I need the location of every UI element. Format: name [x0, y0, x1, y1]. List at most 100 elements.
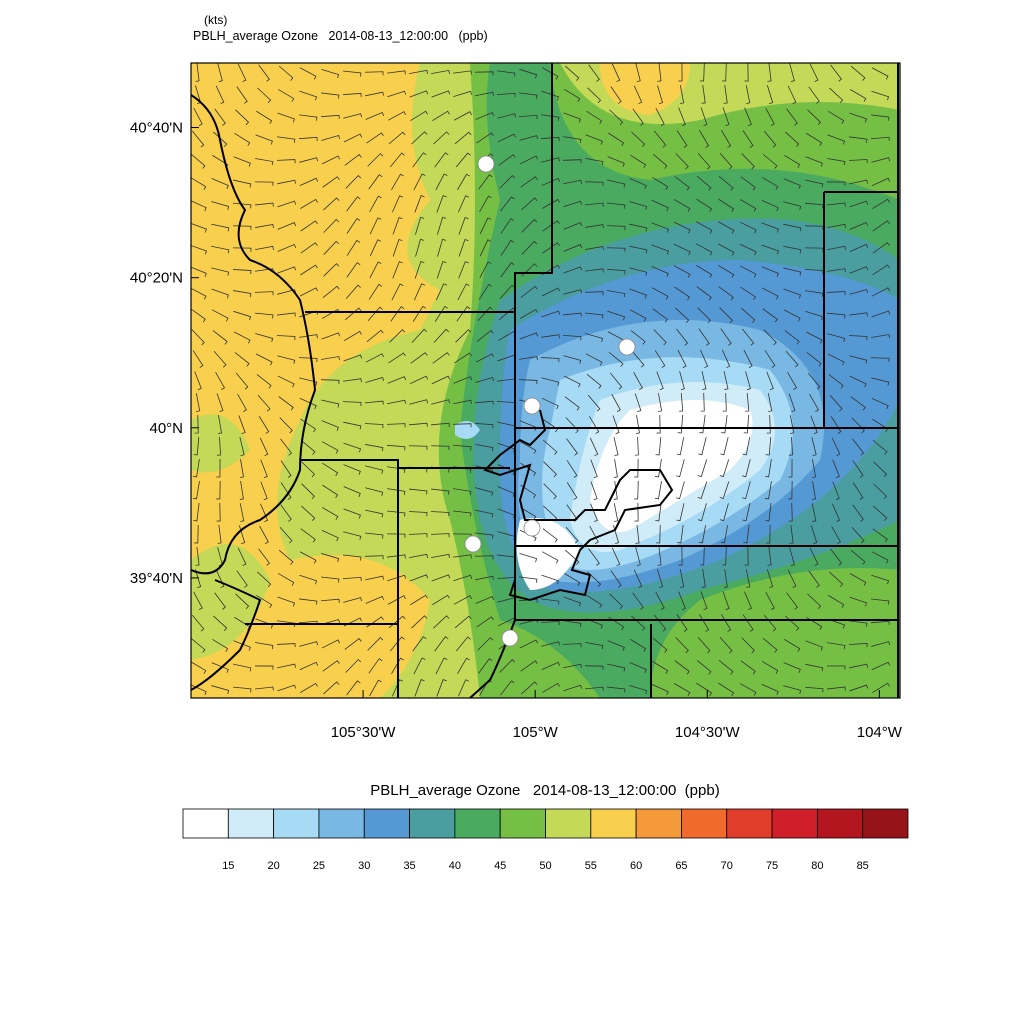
wind-barb [564, 88, 581, 102]
wind-barb [431, 422, 450, 427]
wind-barb [543, 461, 557, 478]
wind-barb [608, 351, 624, 367]
wind-barb [765, 503, 772, 522]
wind-barb [849, 179, 868, 185]
wind-barb [233, 663, 252, 672]
wind-barb [430, 511, 450, 517]
wind-barb [408, 533, 428, 538]
wind-barb [630, 330, 646, 345]
wind-barb [761, 222, 779, 233]
wind-barb [849, 573, 867, 586]
colorbar-label: 45 [494, 860, 506, 872]
wind-barb [321, 420, 339, 431]
wind-barb [872, 198, 890, 210]
wind-barb [343, 464, 361, 475]
wind-barb [827, 158, 846, 166]
wind-barb [742, 130, 754, 148]
wind-barb [852, 460, 864, 478]
wind-barb [431, 399, 450, 405]
wind-barb [368, 658, 383, 674]
wind-barb [409, 422, 428, 427]
wind-barb [237, 393, 247, 412]
wind-barb [809, 547, 819, 567]
wind-barb [566, 438, 578, 456]
wind-barb [519, 68, 538, 79]
wind-barb [831, 437, 841, 457]
wind-barb [609, 372, 623, 390]
wind-barb [871, 377, 890, 386]
wind-barb [277, 375, 295, 388]
colorbar-box [590, 808, 637, 839]
wind-barb [430, 533, 450, 538]
wind-barb [635, 63, 641, 83]
wind-barb [679, 371, 685, 391]
wind-barb [808, 570, 820, 588]
wind-barb [458, 679, 470, 697]
wind-barb [235, 372, 249, 390]
wind-barb [828, 374, 844, 389]
wind-barb [723, 371, 729, 390]
wind-barb [320, 598, 340, 603]
wind-barb [674, 286, 691, 301]
wind-barb [301, 461, 316, 478]
wind-barb [255, 245, 274, 251]
wind-barb [784, 154, 801, 168]
wind-barb [872, 505, 888, 521]
wind-barb [850, 65, 866, 81]
wind-barb [277, 355, 296, 364]
wind-barb [280, 438, 293, 456]
wind-barb [720, 437, 729, 456]
wind-barb [391, 657, 404, 674]
wind-barb [239, 437, 245, 456]
wind-barb [542, 198, 560, 209]
wind-barb [651, 199, 669, 212]
wind-barb [785, 350, 799, 368]
wind-barb [541, 177, 561, 186]
wind-barb [678, 546, 683, 566]
wind-barb [652, 637, 668, 653]
wind-barb [871, 90, 890, 101]
wind-barb [322, 484, 339, 499]
wind-barb [476, 329, 494, 342]
wind-barb [788, 436, 793, 456]
wind-barb [564, 573, 581, 586]
wind-barb [437, 216, 447, 235]
wind-barb [194, 371, 202, 391]
wind-barb [386, 444, 406, 451]
wind-barb [852, 438, 865, 456]
wind-barb [322, 507, 339, 520]
wind-barb [542, 682, 560, 693]
wind-barb [277, 222, 297, 230]
wind-barb [786, 108, 798, 126]
colorbar-box [409, 808, 456, 839]
wind-barb [233, 156, 251, 167]
wind-barb [455, 152, 471, 168]
wind-barb [701, 569, 706, 588]
wind-barb [475, 400, 494, 405]
wind-barb [764, 481, 772, 500]
wind-barb [191, 130, 205, 148]
wind-barb [257, 87, 272, 104]
colorbar-box [273, 808, 320, 839]
wind-barb [475, 443, 494, 452]
wind-barb [719, 152, 733, 170]
lat-tick-label: 40°40'N [130, 120, 183, 137]
wind-barb [697, 636, 711, 654]
wind-barb [634, 436, 639, 456]
wind-barb [299, 397, 317, 410]
wind-barb [478, 174, 493, 190]
lat-tick-label: 39°40'N [130, 570, 183, 587]
wind-barb [563, 684, 583, 692]
wind-barb [454, 352, 472, 364]
wind-barb [214, 108, 226, 126]
wind-barb [476, 132, 494, 144]
wind-barb [496, 93, 516, 98]
wind-barb [542, 439, 558, 455]
wind-barb [321, 399, 340, 408]
wind-barb [613, 437, 619, 456]
wind-barb [434, 636, 449, 652]
wind-barb [607, 686, 626, 693]
wind-barb [541, 598, 560, 605]
wind-barb [477, 637, 494, 651]
wind-barb [497, 113, 516, 119]
